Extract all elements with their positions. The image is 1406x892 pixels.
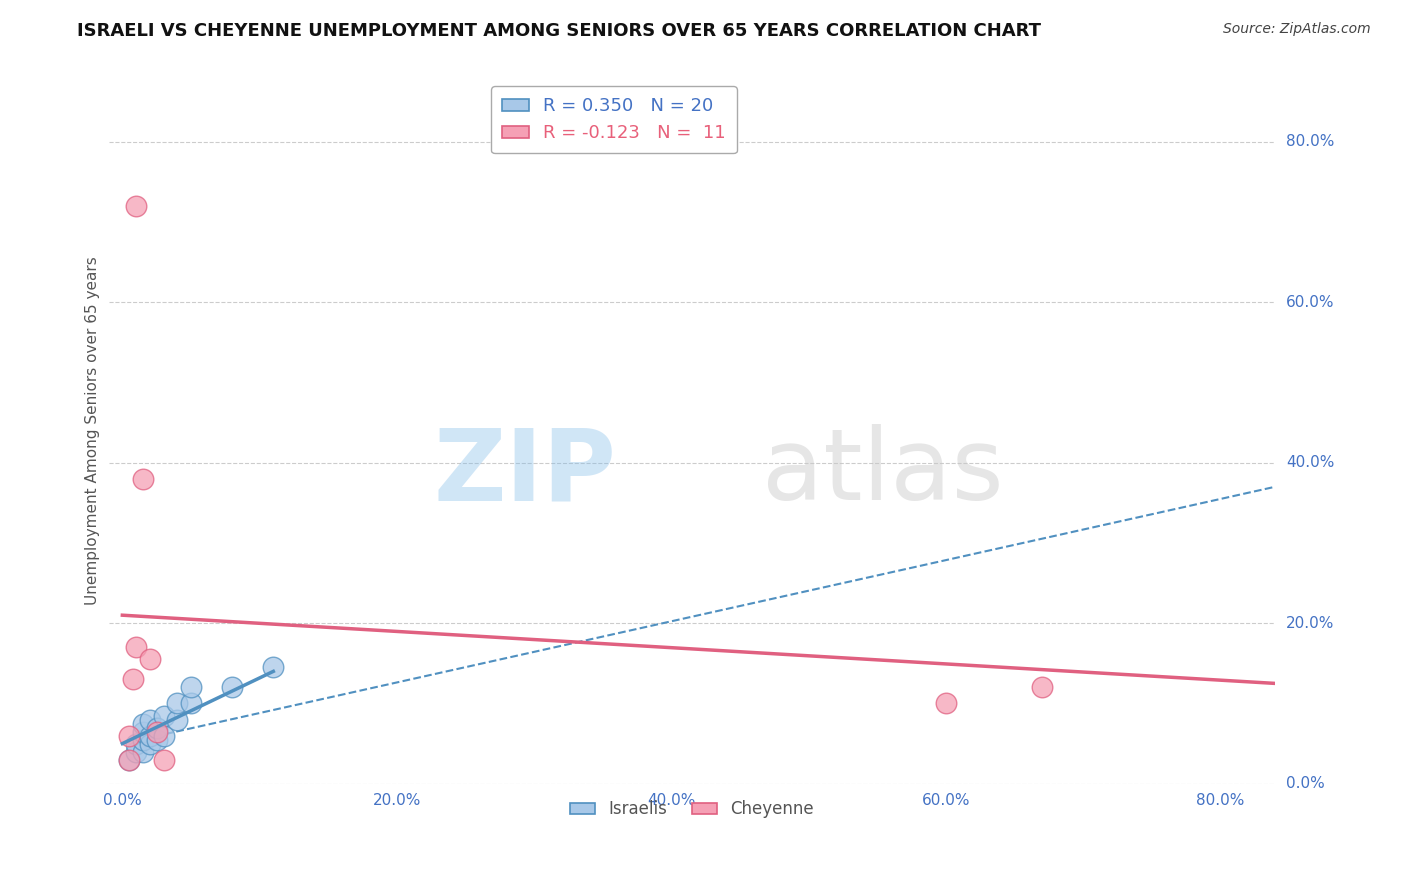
- Point: [139, 729, 162, 743]
- Point: [132, 716, 155, 731]
- Text: atlas: atlas: [762, 425, 1004, 522]
- Point: [125, 199, 148, 213]
- Point: [166, 713, 188, 727]
- Point: [152, 729, 174, 743]
- Point: [152, 753, 174, 767]
- Point: [145, 721, 167, 735]
- Legend: Israelis, Cheyenne: Israelis, Cheyenne: [564, 794, 821, 825]
- Point: [125, 640, 148, 655]
- Point: [118, 729, 141, 743]
- Point: [118, 753, 141, 767]
- Point: [262, 660, 284, 674]
- Y-axis label: Unemployment Among Seniors over 65 years: Unemployment Among Seniors over 65 years: [86, 256, 100, 605]
- Text: 20.0%: 20.0%: [1286, 615, 1334, 631]
- Text: Source: ZipAtlas.com: Source: ZipAtlas.com: [1223, 22, 1371, 37]
- Text: ZIP: ZIP: [433, 425, 616, 522]
- Point: [125, 745, 148, 759]
- Text: 40.0%: 40.0%: [1286, 455, 1334, 470]
- Point: [145, 724, 167, 739]
- Text: ISRAELI VS CHEYENNE UNEMPLOYMENT AMONG SENIORS OVER 65 YEARS CORRELATION CHART: ISRAELI VS CHEYENNE UNEMPLOYMENT AMONG S…: [77, 22, 1042, 40]
- Point: [152, 708, 174, 723]
- Text: 0.0%: 0.0%: [1286, 776, 1324, 791]
- Point: [132, 724, 155, 739]
- Point: [132, 472, 155, 486]
- Point: [139, 713, 162, 727]
- Point: [935, 697, 957, 711]
- Point: [118, 753, 141, 767]
- Point: [166, 697, 188, 711]
- Point: [221, 681, 243, 695]
- Point: [180, 681, 202, 695]
- Point: [132, 745, 155, 759]
- Point: [125, 737, 148, 751]
- Point: [139, 737, 162, 751]
- Point: [180, 697, 202, 711]
- Point: [139, 652, 162, 666]
- Point: [1031, 681, 1053, 695]
- Point: [122, 673, 145, 687]
- Point: [132, 732, 155, 747]
- Point: [145, 732, 167, 747]
- Text: 60.0%: 60.0%: [1286, 294, 1334, 310]
- Text: 80.0%: 80.0%: [1286, 134, 1334, 149]
